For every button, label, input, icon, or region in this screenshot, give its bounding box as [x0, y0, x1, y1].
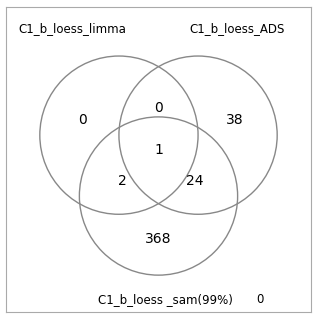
Text: 38: 38: [226, 113, 243, 127]
Text: 1: 1: [154, 143, 163, 157]
Text: 368: 368: [145, 232, 172, 246]
Text: 2: 2: [118, 174, 126, 188]
Text: 0: 0: [78, 113, 87, 127]
Text: 0: 0: [154, 101, 163, 115]
Text: C1_b_loess_limma: C1_b_loess_limma: [18, 22, 126, 35]
Text: 0: 0: [256, 293, 263, 306]
Text: C1_b_loess_ADS: C1_b_loess_ADS: [189, 22, 284, 35]
Text: 24: 24: [186, 174, 204, 188]
Text: C1_b_loess _sam(99%): C1_b_loess _sam(99%): [98, 293, 232, 306]
